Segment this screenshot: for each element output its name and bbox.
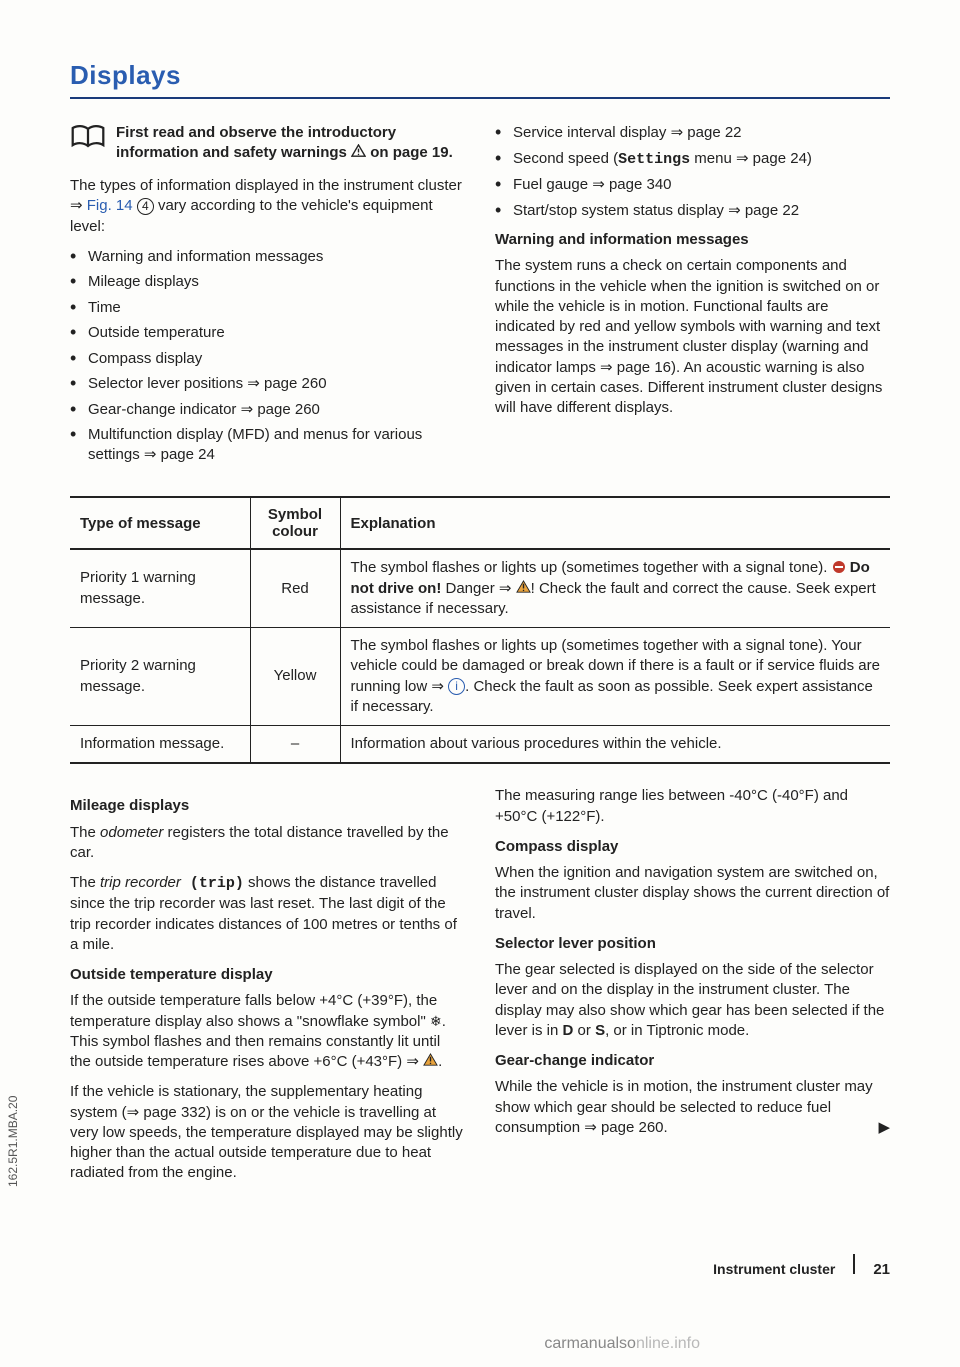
d-bold: D [563, 1022, 574, 1039]
gear-para: While the vehicle is in motion, the inst… [495, 1077, 890, 1138]
circled-4: 4 [137, 198, 154, 215]
list-item: Multifunction display (MFD) and menus fo… [70, 425, 465, 464]
cell-type: Priority 2 warning message. [70, 628, 250, 726]
op1c: . [438, 1053, 442, 1070]
intro-tail: on page 19. [370, 144, 453, 161]
mp1a: The [70, 824, 100, 841]
continue-arrow-icon: ▶ [878, 1118, 890, 1138]
cell-colour: Red [250, 549, 340, 627]
left-bullets: Warning and information messages Mileage… [70, 247, 465, 465]
upper-columns: First read and observe the introductory … [70, 123, 890, 474]
spC: , or in Tiptronic mode. [605, 1022, 749, 1039]
lower-left: Mileage displays The odometer registers … [70, 786, 465, 1193]
list-item: Start/stop system status display ⇒ page … [495, 201, 890, 221]
trip-mono: (trip) [181, 875, 244, 892]
left-column: First read and observe the introductory … [70, 123, 465, 474]
circled-i: i [448, 678, 465, 695]
outside-p1: If the outside temperature falls below +… [70, 991, 465, 1072]
warning-triangle-icon [516, 580, 531, 594]
mileage-heading: Mileage displays [70, 796, 465, 816]
gp: While the vehicle is in motion, the inst… [495, 1078, 873, 1136]
wm-a: carmanualso [544, 1335, 636, 1352]
page: 162.5R1.MBA.20 Displays First read and o… [0, 0, 960, 1367]
table-row: Priority 1 warning message. Red The symb… [70, 549, 890, 627]
cell-explanation: The symbol flashes or lights up (sometim… [340, 549, 890, 627]
rb-a: Second speed ( [513, 150, 618, 167]
prohibit-icon [832, 560, 846, 574]
mp2a: The [70, 874, 100, 891]
doc-code: 162.5R1.MBA.20 [6, 1096, 20, 1187]
list-item: Second speed (Settings menu ⇒ page 24) [495, 149, 890, 170]
list-item: Compass display [70, 349, 465, 369]
warning-triangle-icon [423, 1053, 438, 1067]
book-icon [70, 123, 106, 162]
lower-right: The measuring range lies between -40°C (… [495, 786, 890, 1193]
col-colour: Symbol colour [250, 497, 340, 549]
odometer-it: odometer [100, 824, 163, 841]
wm-b: nline.info [636, 1335, 700, 1352]
trip-it: trip recorder [100, 874, 181, 891]
selector-para: The gear selected is displayed on the si… [495, 960, 890, 1041]
compass-heading: Compass display [495, 837, 890, 857]
types-para: The types of information displayed in th… [70, 176, 465, 237]
cell-explanation: The symbol flashes or lights up (sometim… [340, 628, 890, 726]
list-item: Service interval display ⇒ page 22 [495, 123, 890, 143]
outside-p2: If the vehicle is stationary, the supple… [70, 1082, 465, 1183]
list-item: Time [70, 298, 465, 318]
cell-type: Priority 1 warning message. [70, 549, 250, 627]
col-explanation: Explanation [340, 497, 890, 549]
table-header-row: Type of message Symbol colour Explanatio… [70, 497, 890, 549]
r0a: The symbol flashes or lights up (sometim… [351, 559, 832, 576]
footer-divider [853, 1254, 855, 1274]
right-column: Service interval display ⇒ page 22 Secon… [495, 123, 890, 474]
cell-colour: – [250, 726, 340, 764]
outside-heading: Outside temperature display [70, 965, 465, 985]
footer-page-number: 21 [873, 1261, 890, 1278]
watermark: carmanualsonline.info [544, 1335, 700, 1353]
cell-colour: Yellow [250, 628, 340, 726]
cell-explanation: Information about various procedures wit… [340, 726, 890, 764]
intro-block: First read and observe the introductory … [70, 123, 465, 162]
list-item: Fuel gauge ⇒ page 340 [495, 175, 890, 195]
footer-label: Instrument cluster [713, 1261, 835, 1277]
mileage-p1: The odometer registers the total distanc… [70, 823, 465, 864]
settings-mono: Settings [618, 151, 690, 168]
gear-heading: Gear-change indicator [495, 1051, 890, 1071]
section-title: Displays [70, 60, 890, 91]
op1a: If the outside temperature falls below +… [70, 992, 437, 1029]
message-table: Type of message Symbol colour Explanatio… [70, 496, 890, 764]
right-bullets: Service interval display ⇒ page 22 Secon… [495, 123, 890, 220]
snowflake-icon: ❄ [430, 1013, 442, 1029]
title-rule [70, 97, 890, 99]
fig-ref: Fig. 14 [87, 197, 133, 214]
col-type: Type of message [70, 497, 250, 549]
table-row: Priority 2 warning message. Yellow The s… [70, 628, 890, 726]
s-bold: S [595, 1022, 605, 1039]
table-row: Information message. – Information about… [70, 726, 890, 764]
lower-columns: Mileage displays The odometer registers … [70, 786, 890, 1193]
rb-b: menu ⇒ page 24) [690, 150, 812, 167]
list-item: Warning and information messages [70, 247, 465, 267]
selector-heading: Selector lever position [495, 934, 890, 954]
list-item: Gear-change indicator ⇒ page 260 [70, 400, 465, 420]
r0b: Danger ⇒ [441, 580, 515, 597]
page-footer: Instrument cluster 21 [70, 1254, 890, 1278]
list-item: Outside temperature [70, 323, 465, 343]
list-item: Selector lever positions ⇒ page 260 [70, 374, 465, 394]
range-para: The measuring range lies between -40°C (… [495, 786, 890, 827]
spB: or [573, 1022, 595, 1039]
cell-type: Information message. [70, 726, 250, 764]
warning-para: The system runs a check on certain compo… [495, 256, 890, 418]
warning-triangle-icon [351, 144, 366, 158]
warning-heading: Warning and information messages [495, 230, 890, 250]
list-item: Mileage displays [70, 272, 465, 292]
mileage-p2: The trip recorder (trip) shows the dista… [70, 873, 465, 955]
compass-para: When the ignition and navigation system … [495, 863, 890, 924]
intro-text: First read and observe the introductory … [116, 123, 465, 162]
